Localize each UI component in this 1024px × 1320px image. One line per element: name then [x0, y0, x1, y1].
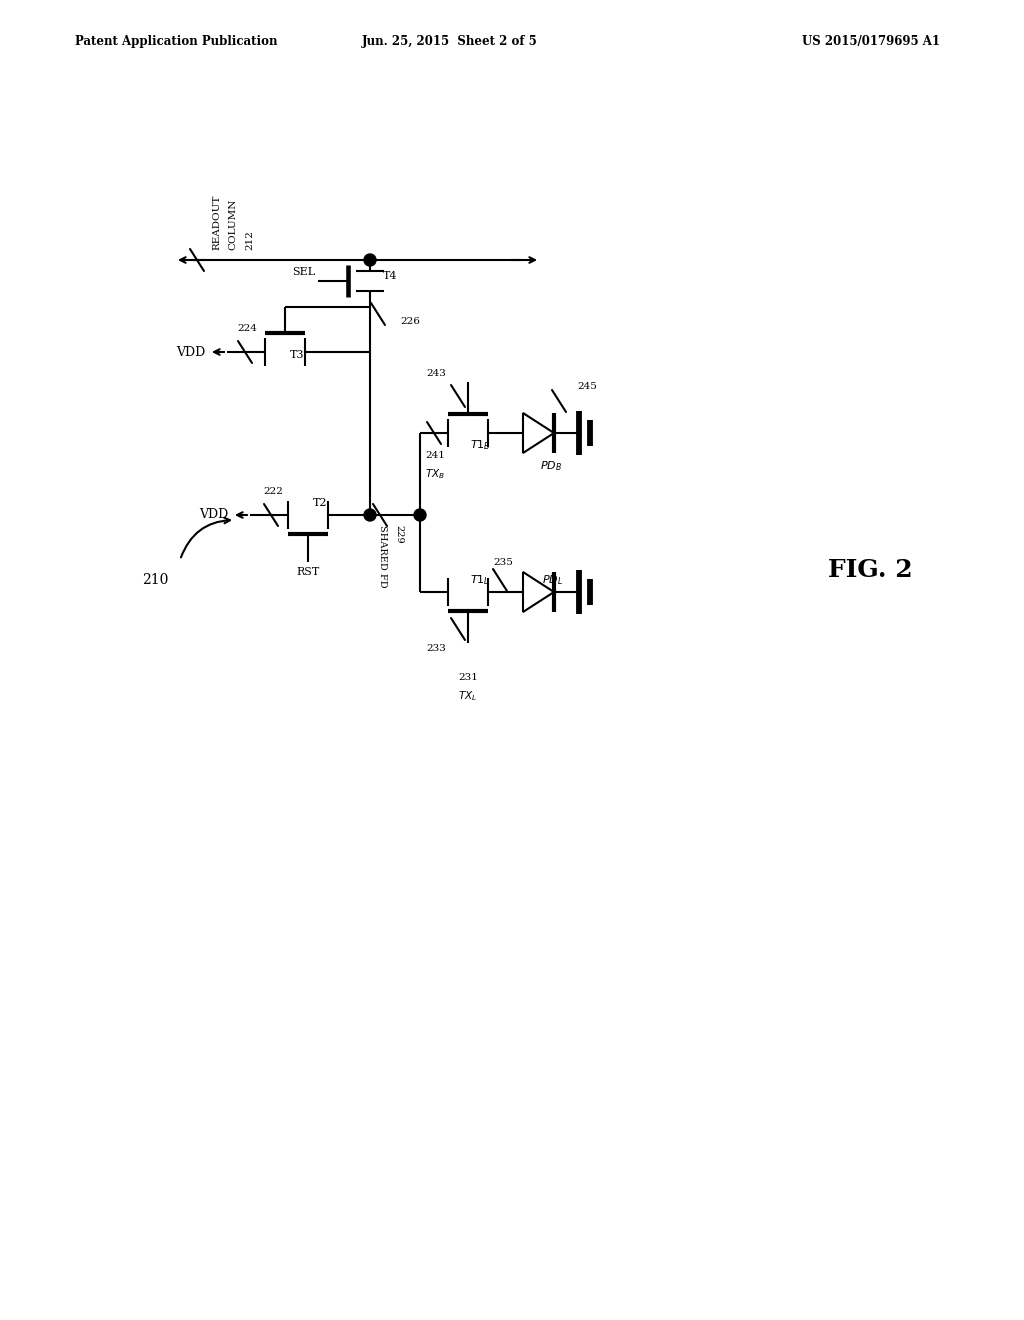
Text: $TX_L$: $TX_L$ [459, 689, 477, 702]
Text: 210: 210 [141, 573, 168, 587]
Text: SEL: SEL [292, 267, 315, 277]
Text: 235: 235 [493, 558, 513, 568]
Text: RST: RST [296, 568, 319, 577]
Circle shape [364, 510, 376, 521]
Text: 245: 245 [577, 381, 597, 391]
Text: $PD_L$: $PD_L$ [543, 573, 563, 587]
Circle shape [364, 253, 376, 267]
Text: READOUT: READOUT [213, 194, 221, 249]
Text: 224: 224 [238, 323, 257, 333]
Text: 222: 222 [263, 487, 283, 496]
Circle shape [414, 510, 426, 521]
Text: SHARED FD: SHARED FD [378, 525, 387, 587]
Text: VDD: VDD [199, 508, 228, 521]
Text: 243: 243 [426, 370, 445, 379]
Text: T2: T2 [313, 498, 328, 508]
Text: 233: 233 [426, 644, 445, 653]
Text: $T1_L$: $T1_L$ [470, 573, 489, 587]
Text: Jun. 25, 2015  Sheet 2 of 5: Jun. 25, 2015 Sheet 2 of 5 [362, 36, 538, 48]
Text: 231: 231 [458, 673, 478, 682]
FancyArrowPatch shape [181, 517, 230, 557]
Text: US 2015/0179695 A1: US 2015/0179695 A1 [802, 36, 940, 48]
Text: T3: T3 [290, 350, 304, 360]
Text: 212: 212 [246, 230, 255, 249]
Text: $PD_B$: $PD_B$ [540, 459, 562, 473]
Text: 241: 241 [425, 451, 444, 459]
Text: $T1_B$: $T1_B$ [470, 438, 490, 451]
Text: $TX_B$: $TX_B$ [425, 467, 445, 480]
Text: VDD: VDD [176, 346, 205, 359]
Text: 229: 229 [394, 525, 403, 544]
Text: T4: T4 [383, 271, 397, 281]
Text: FIG. 2: FIG. 2 [827, 558, 912, 582]
Text: Patent Application Publication: Patent Application Publication [75, 36, 278, 48]
Text: COLUMN: COLUMN [228, 198, 238, 249]
Text: 226: 226 [400, 317, 420, 326]
